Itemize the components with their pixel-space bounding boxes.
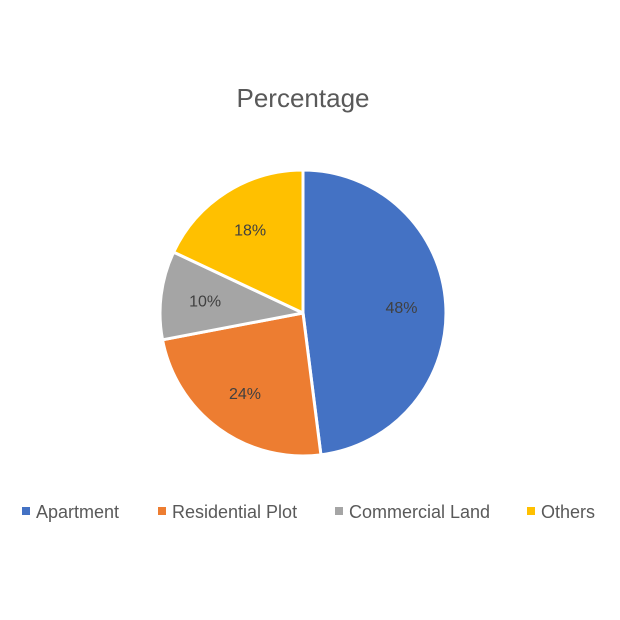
legend-item-residential-plot: Residential Plot <box>158 502 297 522</box>
data-label-others: 18% <box>234 223 266 240</box>
legend-label: Apartment <box>36 502 119 522</box>
pie-slice-residential-plot <box>161 311 323 458</box>
legend-swatch <box>22 507 30 515</box>
pie-data-labels: 48% 24% 10% 18% <box>189 223 417 403</box>
legend-item-others: Others <box>527 502 595 522</box>
legend: Apartment Residential Plot Commercial Land… <box>22 502 595 522</box>
data-label-apartment: 48% <box>385 300 417 317</box>
legend-swatch <box>335 507 343 515</box>
legend-item-apartment: Apartment <box>22 502 119 522</box>
data-label-commercial-land: 10% <box>189 294 221 311</box>
legend-item-commercial-land: Commercial Land <box>335 502 490 522</box>
pie-slice-commercial-land <box>158 250 305 342</box>
legend-swatch <box>527 507 535 515</box>
pie-slice-apartment <box>301 168 448 457</box>
data-label-residential-plot: 24% <box>229 386 261 403</box>
chart-title: Percentage <box>237 83 370 113</box>
legend-swatch <box>158 507 166 515</box>
pie-slices <box>158 168 448 458</box>
legend-label: Residential Plot <box>172 502 297 522</box>
pie-slice-others <box>172 168 305 315</box>
legend-label: Others <box>541 502 595 522</box>
legend-label: Commercial Land <box>349 502 490 522</box>
